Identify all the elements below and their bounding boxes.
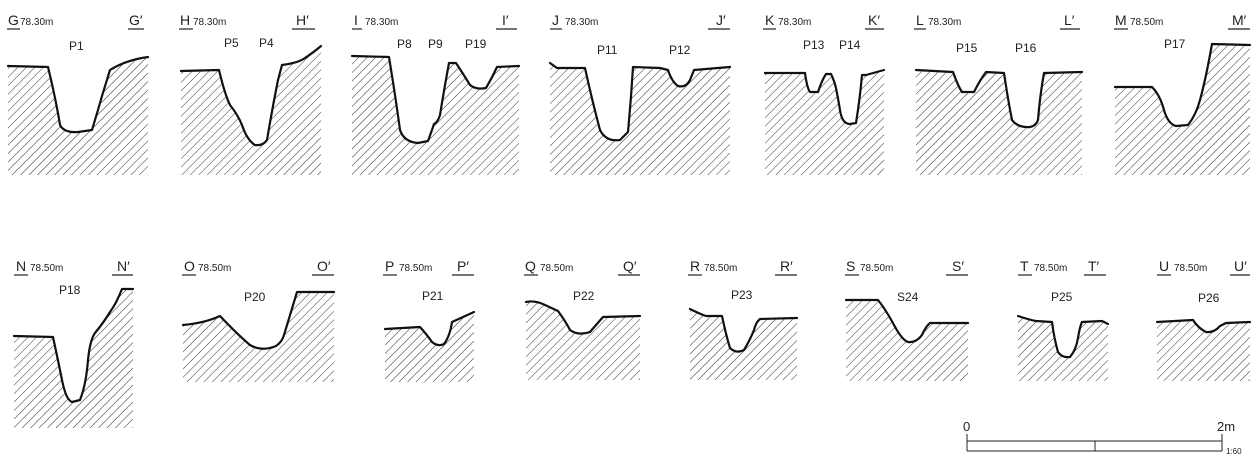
section-p: P 78.50m P′ P21 <box>383 258 476 382</box>
section-end-label: H′ <box>296 12 309 28</box>
pit-label: P5 <box>224 36 239 50</box>
section-start-label: I <box>354 12 358 28</box>
section-start-label: S <box>846 258 855 274</box>
section-end-label: G′ <box>129 12 143 28</box>
pit-label: P8 <box>397 37 412 51</box>
section-i: I 78.30m I′ P8 P9 P19 <box>350 12 521 175</box>
pit-label: P4 <box>259 36 274 50</box>
section-m: M 78.50m M′ P17 <box>1113 12 1252 175</box>
section-end-label: P′ <box>457 258 469 274</box>
section-elevation: 78.30m <box>565 17 598 28</box>
section-elevation: 78.50m <box>198 263 231 274</box>
scale-max-label: 2m <box>1217 419 1235 434</box>
section-elevation: 78.50m <box>860 263 893 274</box>
section-o: O 78.50m O′ P20 <box>181 258 336 382</box>
section-end-label: K′ <box>868 12 880 28</box>
section-h: H 78.30m H′ P5 P4 <box>179 12 323 175</box>
section-elevation: 78.30m <box>20 17 53 28</box>
section-g: G 78.30m G′ P1 <box>6 12 150 175</box>
section-elevation: 78.30m <box>365 17 398 28</box>
pit-label: P18 <box>59 283 81 297</box>
section-t: T 78.50m T′ P25 <box>1016 258 1110 381</box>
section-elevation: 78.50m <box>30 263 63 274</box>
section-s: S 78.50m S′ S24 <box>844 258 970 381</box>
section-l: L 78.30m L′ P15 P16 <box>914 12 1084 175</box>
pit-label: P11 <box>597 43 618 57</box>
section-start-label: T <box>1020 258 1029 274</box>
pit-label: P9 <box>428 37 443 51</box>
section-elevation: 78.50m <box>1130 17 1163 28</box>
section-start-label: K <box>765 12 775 28</box>
section-start-label: P <box>385 258 394 274</box>
pit-label: P12 <box>669 43 691 57</box>
pit-label: P17 <box>1164 37 1186 51</box>
section-end-label: T′ <box>1088 258 1100 274</box>
pit-label: P15 <box>956 41 978 55</box>
section-start-label: J <box>552 12 559 28</box>
section-n: N 78.50m N′ P18 <box>12 258 135 428</box>
section-elevation: 78.30m <box>928 17 961 28</box>
section-start-label: N <box>16 258 26 274</box>
pit-label: P19 <box>465 37 487 51</box>
section-end-label: I′ <box>502 12 509 28</box>
section-end-label: Q′ <box>623 258 637 274</box>
pit-label: P13 <box>803 38 825 52</box>
section-end-label: R′ <box>780 258 793 274</box>
section-end-label: M′ <box>1232 12 1247 28</box>
scale-ratio-label: 1:60 <box>1226 447 1242 456</box>
section-r: R 78.50m R′ P23 <box>688 258 799 380</box>
section-elevation: 78.50m <box>704 263 737 274</box>
pit-label: P20 <box>244 290 266 304</box>
section-end-label: L′ <box>1064 12 1075 28</box>
section-start-label: U <box>1159 258 1169 274</box>
section-start-label: M <box>1115 12 1127 28</box>
section-u: U 78.50m U′ P26 <box>1155 258 1252 381</box>
pit-label: P25 <box>1051 290 1073 304</box>
scale-zero-label: 0 <box>963 419 970 434</box>
section-elevation: 78.50m <box>399 263 432 274</box>
pit-label: P1 <box>69 39 84 53</box>
section-elevation: 78.50m <box>1174 263 1207 274</box>
pit-label: P26 <box>1198 291 1220 305</box>
section-start-label: Q <box>525 258 536 274</box>
section-end-label: S′ <box>952 258 964 274</box>
section-end-label: U′ <box>1234 258 1247 274</box>
section-start-label: G <box>8 12 19 28</box>
pit-label: P14 <box>839 38 861 52</box>
scale-bar: 0 2m 1:60 <box>963 419 1242 456</box>
section-start-label: O <box>184 258 195 274</box>
section-elevation: 78.50m <box>540 263 573 274</box>
section-start-label: L <box>916 12 924 28</box>
pit-label: S24 <box>897 290 919 304</box>
section-k: K 78.30m K′ P13 P14 <box>763 12 886 175</box>
section-end-label: O′ <box>317 258 331 274</box>
pit-label: P23 <box>731 288 753 302</box>
section-elevation: 78.30m <box>778 17 811 28</box>
section-elevation: 78.50m <box>1034 263 1067 274</box>
pit-label: P16 <box>1015 41 1037 55</box>
pit-label: P21 <box>422 289 444 303</box>
section-end-label: N′ <box>117 258 130 274</box>
section-elevation: 78.30m <box>193 17 226 28</box>
section-q: Q 78.50m Q′ P22 <box>524 258 642 380</box>
section-j: J 78.30m J′ P11 P12 <box>548 12 732 175</box>
section-start-label: H <box>180 12 190 28</box>
section-start-label: R <box>690 258 700 274</box>
pit-label: P22 <box>573 289 595 303</box>
section-end-label: J′ <box>716 12 726 28</box>
